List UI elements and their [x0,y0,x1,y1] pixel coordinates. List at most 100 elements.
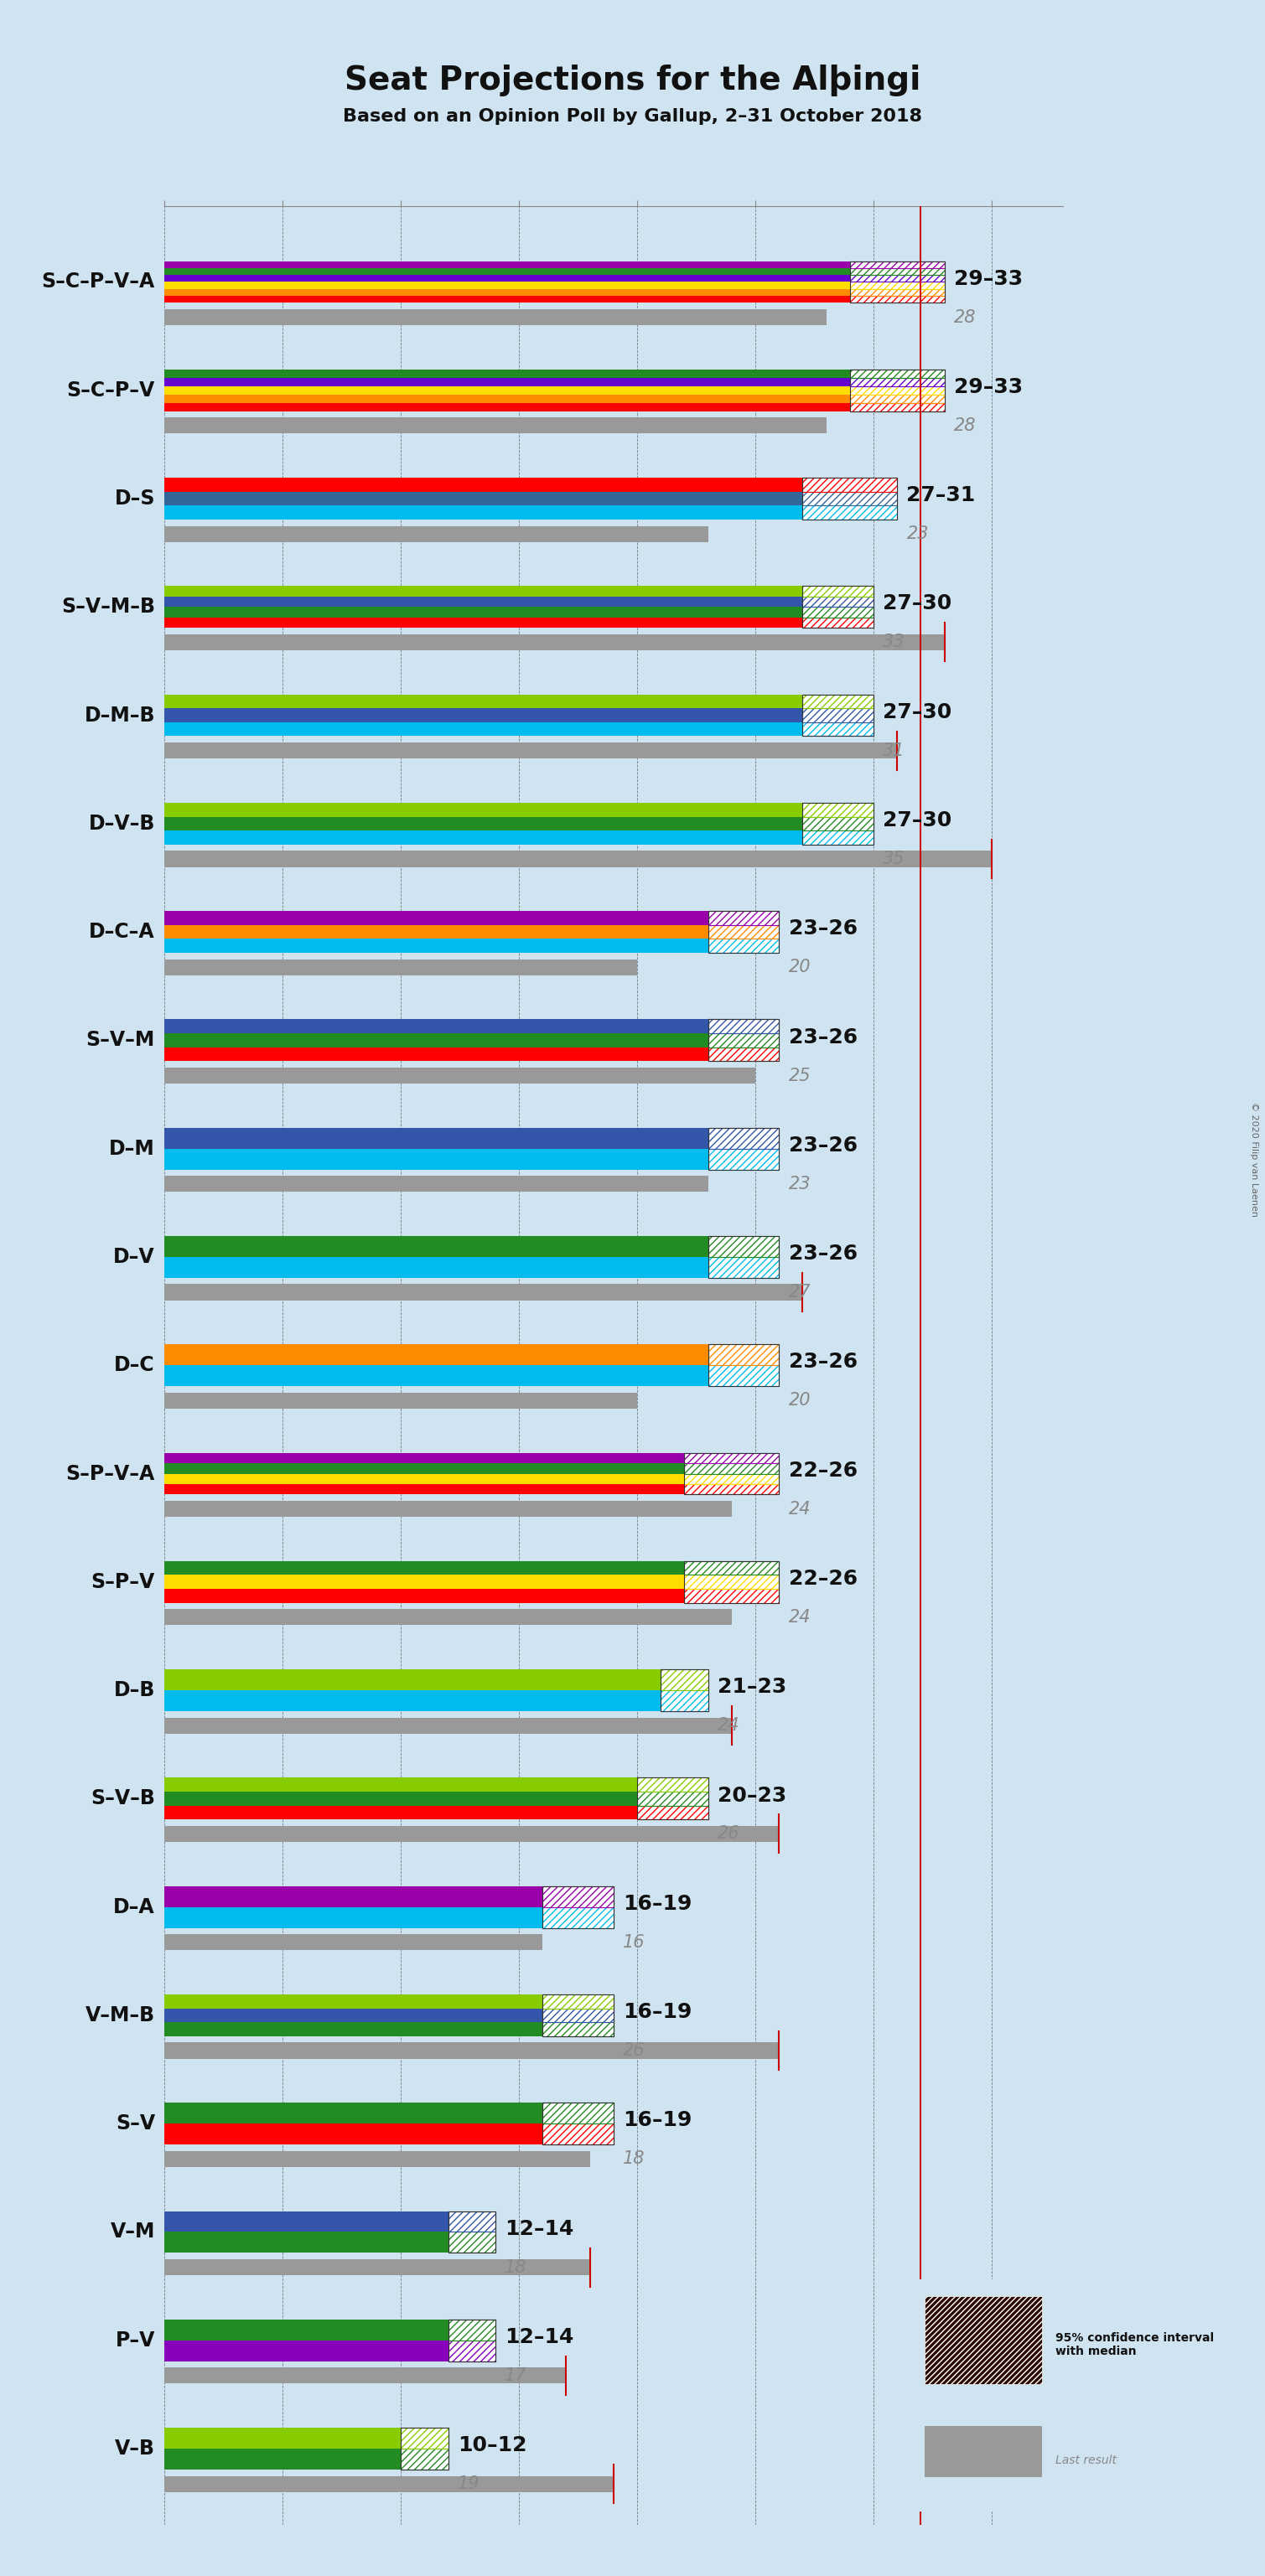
Bar [164,260,850,268]
Bar [802,618,874,629]
Bar [164,281,850,289]
Text: 25: 25 [788,1066,811,1084]
Bar [925,2295,1041,2385]
Bar [164,2009,543,2022]
Bar [684,1561,779,1574]
Text: 10–12: 10–12 [458,2434,526,2455]
Bar [708,1345,779,1386]
Bar [543,2009,614,2022]
Bar [164,925,708,938]
Bar [850,281,945,289]
Text: 21–23: 21–23 [717,1677,787,1698]
Bar [164,268,850,276]
Bar [448,2231,496,2254]
Bar [802,587,874,598]
Text: 23: 23 [907,526,929,544]
Bar [164,2342,448,2362]
Text: D–B: D–B [114,1680,156,1700]
Bar [850,402,945,412]
Bar [708,912,779,925]
Bar [850,379,945,386]
Bar [164,1502,731,1517]
Bar [708,1020,779,1061]
Bar [164,1365,708,1386]
Bar [164,1473,684,1484]
Bar [684,1574,779,1589]
Text: 16–19: 16–19 [622,2110,692,2130]
Bar [164,2318,448,2342]
Bar [164,634,945,649]
Bar [164,1149,708,1170]
Bar [164,1463,684,1473]
Bar [543,1886,614,1927]
Bar [164,1574,684,1589]
Bar [802,505,897,520]
Bar [660,1669,708,1690]
Bar [802,721,874,737]
Text: 23: 23 [788,1175,811,1193]
Bar [164,402,850,412]
Text: 17: 17 [505,2367,528,2383]
Text: 26: 26 [622,2043,645,2058]
Bar [164,1020,708,1033]
Bar [164,829,802,845]
Text: 23–26: 23–26 [788,1136,858,1157]
Bar [638,1793,708,1806]
Bar [684,1561,779,1602]
Bar [448,2210,496,2231]
Bar [708,1345,779,1365]
Text: D–C–A: D–C–A [89,922,156,943]
Bar [401,2427,448,2450]
Text: D–M: D–M [109,1139,156,1159]
Bar [850,289,945,296]
Bar [802,696,874,708]
Bar [802,492,897,505]
Bar [543,1886,614,1906]
Text: S–C–P–V: S–C–P–V [67,381,156,399]
Bar [802,505,897,520]
Bar [164,1690,660,1710]
Bar [708,925,779,938]
Bar [802,817,874,829]
Bar [164,276,850,281]
Bar [708,1048,779,1061]
Bar [401,2450,448,2470]
Text: D–M–B: D–M–B [85,706,156,726]
Bar [164,2476,614,2491]
Bar [164,1394,638,1409]
Text: 23–26: 23–26 [788,1352,858,1373]
Text: D–V: D–V [114,1247,156,1267]
Text: V–B: V–B [115,2439,156,2458]
Text: 35: 35 [883,850,906,868]
Text: S–C–P–V–A: S–C–P–V–A [42,273,156,291]
Bar [660,1690,708,1710]
Bar [164,742,897,757]
Bar [164,2231,448,2254]
Bar [802,708,874,721]
Bar [164,368,850,379]
Bar [164,804,802,817]
Bar [164,2427,401,2450]
Bar [164,1935,543,1950]
Bar [164,505,802,520]
Text: S–P–V–A: S–P–V–A [66,1463,156,1484]
Bar [543,2102,614,2123]
Text: 27–30: 27–30 [883,703,953,721]
Text: 16–19: 16–19 [622,1893,692,1914]
Bar [401,2427,448,2450]
Bar [164,938,708,953]
Bar [708,938,779,953]
Text: D–V–B: D–V–B [89,814,156,835]
Bar [850,368,945,379]
Text: 28: 28 [954,309,977,325]
Bar [164,2210,448,2231]
Bar [850,296,945,304]
Bar [164,708,802,721]
Bar [164,817,802,829]
Text: D–S: D–S [114,489,156,507]
Bar [708,1128,779,1170]
Bar [802,804,874,817]
Text: 27–31: 27–31 [907,484,975,505]
Bar [164,386,850,394]
Bar [164,958,638,976]
